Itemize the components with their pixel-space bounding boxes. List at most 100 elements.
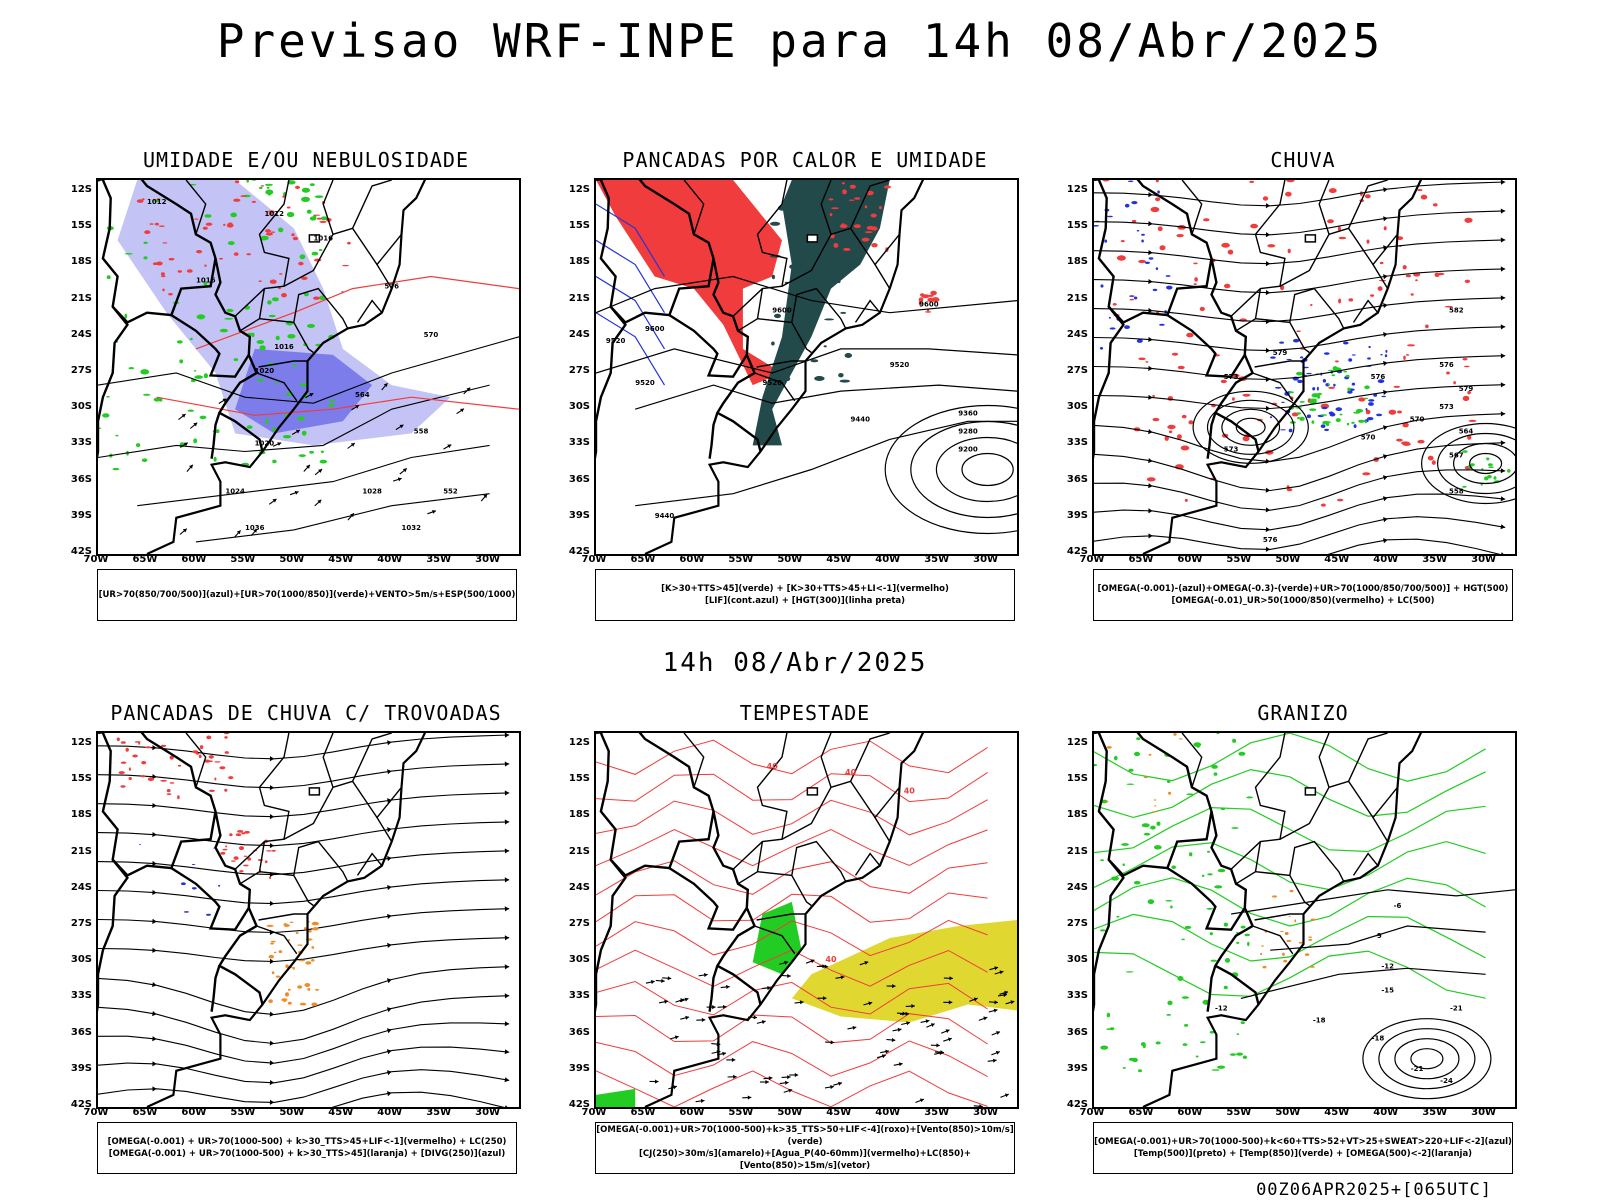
- shower-blotch: [281, 998, 288, 1002]
- wind-vector-head: [685, 1015, 690, 1020]
- wind-vector-head: [840, 975, 845, 980]
- omega-blotch: [1166, 285, 1173, 290]
- wind-vector-head: [823, 996, 827, 1001]
- low-humidity-blotch: [309, 450, 314, 454]
- low-humidity-blotch: [203, 281, 208, 287]
- strong-omega-blotch: [1484, 476, 1489, 481]
- low-humidity-blotch: [299, 254, 306, 260]
- lon-tick-label: 50W: [279, 554, 305, 565]
- omega-blotch: [1306, 414, 1311, 419]
- rain-blotch: [1203, 218, 1210, 222]
- thickness-blotch: [234, 180, 240, 184]
- strong-omega-blotch: [1299, 401, 1305, 403]
- storm-blotch: [147, 777, 154, 782]
- lon-tick-label: 40W: [875, 1107, 901, 1118]
- streamline-arrow: [269, 843, 275, 849]
- omega-blotch: [1131, 201, 1138, 205]
- state-border: [1252, 372, 1294, 402]
- thickness-blotch: [260, 185, 265, 187]
- state-border: [293, 287, 349, 329]
- contour-label: -21: [1411, 1065, 1424, 1073]
- wind-vector-head: [994, 1000, 998, 1005]
- rain-blotch: [1358, 397, 1366, 402]
- instability-blotch: [829, 213, 833, 217]
- lon-tick-label: 70W: [581, 554, 607, 565]
- lon-tick-label: 45W: [826, 554, 852, 565]
- storm-blotch: [214, 777, 217, 781]
- lifted-index-line: [596, 275, 666, 350]
- temp850-blotch: [1229, 1053, 1237, 1056]
- streamline-arrow: [1265, 405, 1271, 411]
- wind-vector-head: [350, 513, 354, 518]
- wind-vector-head: [272, 498, 277, 503]
- rain-blotch: [1335, 360, 1339, 363]
- rain-blotch: [1146, 477, 1156, 482]
- state-border: [332, 227, 378, 265]
- state-border: [332, 780, 378, 818]
- rain-blotch: [1405, 354, 1410, 356]
- omega-blotch: [1104, 239, 1108, 243]
- state-border: [1347, 733, 1388, 782]
- wind-vector-head: [761, 1020, 766, 1025]
- thickness-blotch: [319, 220, 327, 223]
- lon-tick-label: 30W: [1471, 554, 1497, 565]
- low-humidity-blotch: [271, 297, 279, 302]
- rain-blotch: [1364, 194, 1371, 199]
- legend-line: [UR>70(850/700/500)](azul)+[UR>70(1000/8…: [98, 590, 516, 600]
- strong-omega-blotch: [1296, 412, 1301, 415]
- low-humidity-blotch: [204, 214, 212, 218]
- streamline-arrow: [386, 978, 392, 984]
- state-border: [1328, 780, 1374, 818]
- map-area: [96, 731, 521, 1109]
- rain-blotch: [1338, 298, 1342, 304]
- contour-label: 9520: [762, 379, 782, 387]
- lat-tick-label: 12S: [568, 737, 590, 749]
- wind-vector-head: [787, 1075, 791, 1080]
- wind-vector-head: [1010, 1000, 1015, 1005]
- precipitable-water-line: [596, 1013, 988, 1045]
- moist-blotch: [800, 195, 810, 203]
- temp850-blotch: [1236, 1033, 1240, 1035]
- strong-omega-blotch: [1488, 466, 1494, 469]
- rain-blotch: [1465, 217, 1470, 223]
- temp850-blotch: [1240, 1021, 1245, 1024]
- lon-tick-label: 65W: [630, 554, 656, 565]
- omega-blotch: [1348, 358, 1353, 362]
- low-humidity-blotch: [230, 212, 237, 218]
- lat-tick-label: 33S: [70, 437, 92, 449]
- state-border: [1279, 180, 1330, 287]
- rain-blotch: [1365, 409, 1371, 415]
- country-border: [98, 733, 264, 1005]
- strong-omega-blotch: [1331, 374, 1336, 377]
- panel-legend: [K>30+TTS>45](verde) + [K>30+TTS>45+LI<-…: [595, 569, 1015, 621]
- panel-title: TEMPESTADE: [739, 701, 871, 725]
- rain-blotch: [1176, 434, 1182, 440]
- storm-blotch: [229, 833, 233, 837]
- panel-legend: [OMEGA(-0.001)-(azul)+OMEGA(-0.3)-(verde…: [1093, 569, 1513, 621]
- federal-district: [806, 234, 819, 243]
- state-border: [757, 318, 812, 354]
- state-border: [781, 733, 832, 840]
- contour-label: 9280: [958, 427, 978, 435]
- instability-blotch: [930, 290, 937, 296]
- contour-label: -9: [1374, 932, 1382, 940]
- low-humidity-blotch: [259, 186, 263, 190]
- storm-blotch: [224, 751, 229, 754]
- strong-omega-blotch: [1327, 369, 1336, 372]
- rain-blotch: [1379, 261, 1384, 265]
- country-border: [170, 314, 250, 378]
- streamline: [98, 879, 510, 905]
- lat-tick-label: 42S: [1066, 1099, 1088, 1110]
- state-border: [732, 180, 788, 317]
- thickness-blotch: [186, 269, 193, 273]
- low-humidity-blotch: [115, 434, 119, 437]
- low-humidity-blotch: [311, 251, 319, 256]
- lon-tick-label: 55W: [1226, 554, 1252, 565]
- streamline-arrow: [504, 1049, 510, 1055]
- streamline-arrow: [387, 885, 392, 891]
- temp850-blotch: [1100, 859, 1105, 861]
- rain-blotch: [1337, 498, 1344, 502]
- temp850-blotch: [1217, 1065, 1226, 1069]
- omega-blotch: [1107, 215, 1113, 218]
- storm-blotch: [235, 833, 242, 837]
